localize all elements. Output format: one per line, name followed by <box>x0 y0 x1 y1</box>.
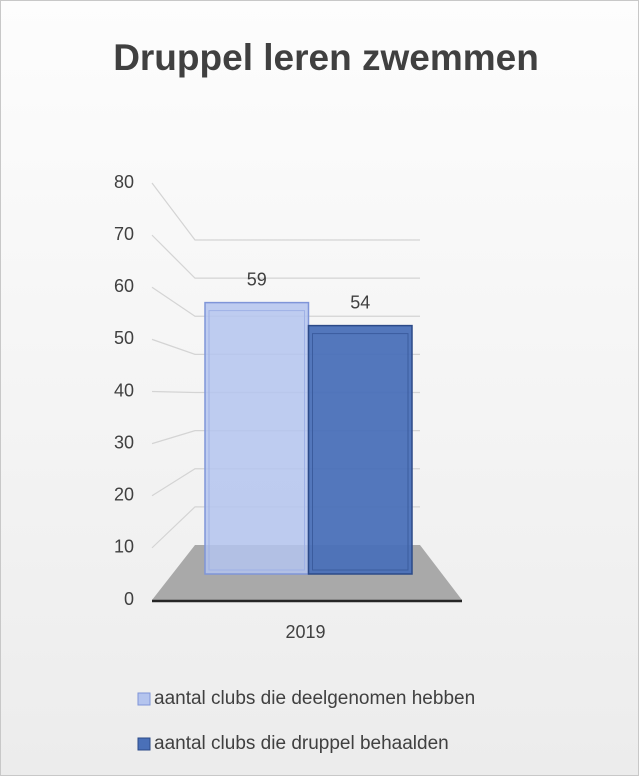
grid-line <box>151 234 420 279</box>
bar-inner-edge <box>208 310 305 571</box>
y-tick-label: 0 <box>124 589 134 609</box>
y-tick-label: 10 <box>114 537 134 557</box>
legend-swatch <box>137 737 151 751</box>
y-tick-label: 80 <box>114 172 134 192</box>
bar-inner-edge <box>312 333 409 571</box>
y-tick-label: 20 <box>114 485 134 505</box>
grid-line <box>151 182 420 241</box>
y-tick-label: 40 <box>114 380 134 400</box>
y-tick-label: 60 <box>114 276 134 296</box>
legend-swatch <box>137 692 151 706</box>
chart-title: Druppel leren zwemmen <box>113 37 539 78</box>
y-tick-label: 70 <box>114 224 134 244</box>
y-tick-label: 30 <box>114 432 134 452</box>
legend-label: aantal clubs die druppel behaalden <box>154 733 449 754</box>
data-label: 59 <box>247 269 267 289</box>
grid-line <box>151 286 420 317</box>
legend-label: aantal clubs die deelgenomen hebben <box>154 688 475 709</box>
data-label: 54 <box>350 292 370 312</box>
bar <box>307 324 413 575</box>
x-tick-label: 2019 <box>285 622 325 642</box>
y-tick-label: 50 <box>114 328 134 348</box>
bar <box>204 301 310 575</box>
